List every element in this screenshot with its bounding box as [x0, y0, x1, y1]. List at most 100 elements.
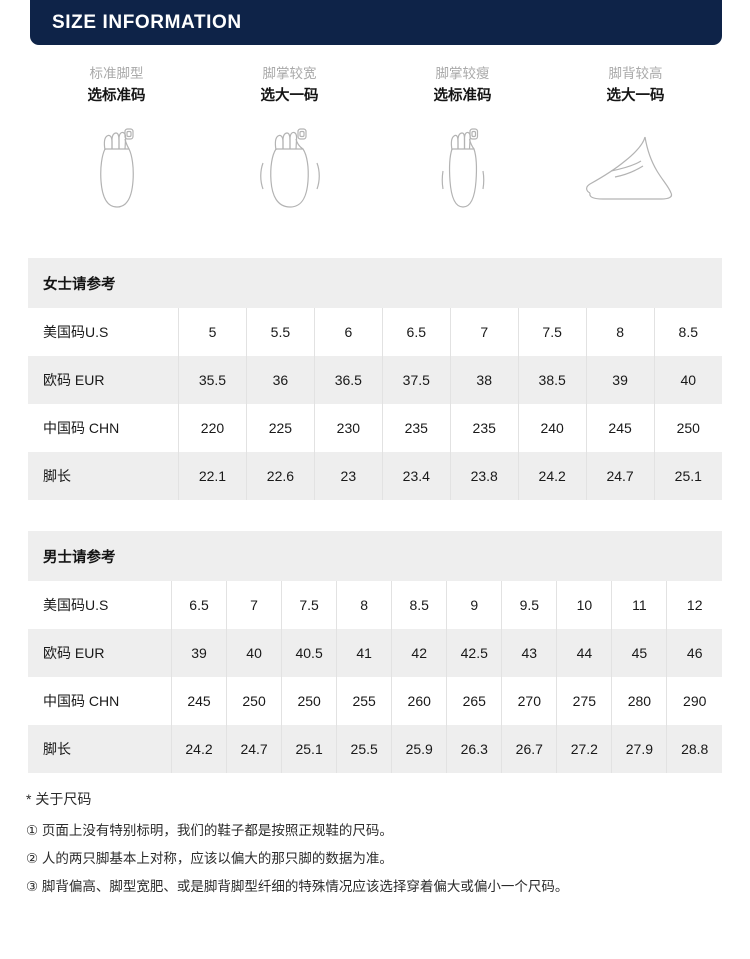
foot-type-sub-label: 脚掌较瘦: [435, 66, 490, 81]
cell: 7: [226, 581, 283, 629]
cell: 25.5: [336, 725, 393, 773]
cell: 25.1: [281, 725, 338, 773]
cell: 270: [501, 677, 558, 725]
foot-type-item: 脚背较高 选大一码: [549, 64, 722, 215]
cell: 11: [611, 581, 668, 629]
cell: 28.8: [666, 725, 722, 773]
cell: 43: [501, 629, 558, 677]
cell: 35.5: [178, 356, 247, 404]
cell: 23: [314, 452, 383, 500]
cell: 24.2: [518, 452, 587, 500]
cell: 23.4: [382, 452, 451, 500]
row-label-chn: 中国码 CHN: [28, 404, 179, 452]
cell: 40: [654, 356, 722, 404]
cell: 5: [178, 308, 247, 356]
cell: 250: [281, 677, 338, 725]
cell: 9: [446, 581, 503, 629]
cell: 6.5: [382, 308, 451, 356]
cell: 265: [446, 677, 503, 725]
cell: 250: [654, 404, 722, 452]
cell: 280: [611, 677, 668, 725]
cell: 25.9: [391, 725, 448, 773]
table-row: 中国码 CHN 220 225 230 235 235 240 245 250: [28, 404, 722, 452]
cell: 41: [336, 629, 393, 677]
foot-sole-standard-icon: [85, 119, 149, 215]
cell: 235: [382, 404, 451, 452]
cell: 10: [556, 581, 613, 629]
cell: 7: [450, 308, 519, 356]
foot-type-recommendation: 选标准码: [433, 88, 492, 104]
cell: 235: [450, 404, 519, 452]
cell: 36.5: [314, 356, 383, 404]
cell: 290: [666, 677, 722, 725]
cell: 6: [314, 308, 383, 356]
foot-type-recommendation: 选标准码: [87, 88, 146, 104]
cell: 24.7: [586, 452, 655, 500]
cell: 38: [450, 356, 519, 404]
cell: 8.5: [654, 308, 722, 356]
cell: 230: [314, 404, 383, 452]
row-label-eur: 欧码 EUR: [28, 629, 172, 677]
cell: 8: [586, 308, 655, 356]
cell: 245: [586, 404, 655, 452]
size-notes: * 关于尺码 ① 页面上没有特别标明，我们的鞋子都是按照正规鞋的尺码。 ② 人的…: [26, 786, 726, 901]
cell: 245: [171, 677, 228, 725]
cell: 250: [226, 677, 283, 725]
womens-size-table: 女士请参考 美国码U.S 5 5.5 6 6.5 7 7.5 8 8.5 欧码 …: [28, 258, 722, 500]
foot-type-item: 脚掌较宽 选大一码: [203, 64, 376, 215]
cell: 42.5: [446, 629, 503, 677]
cell: 42: [391, 629, 448, 677]
cell: 225: [246, 404, 315, 452]
table-row: 中国码 CHN 245 250 250 255 260 265 270 275 …: [28, 677, 722, 725]
cell: 26.3: [446, 725, 503, 773]
cell: 27.9: [611, 725, 668, 773]
cell: 12: [666, 581, 722, 629]
cell: 27.2: [556, 725, 613, 773]
row-label-foot-length: 脚长: [28, 452, 179, 500]
cell: 240: [518, 404, 587, 452]
foot-side-high-instep-icon: [581, 119, 691, 215]
row-label-us: 美国码U.S: [28, 308, 179, 356]
size-information-header-bar: SIZE INFORMATION: [30, 0, 722, 45]
cell: 5.5: [246, 308, 315, 356]
cell: 24.7: [226, 725, 283, 773]
cell: 37.5: [382, 356, 451, 404]
cell: 9.5: [501, 581, 558, 629]
row-label-chn: 中国码 CHN: [28, 677, 172, 725]
cell: 7.5: [518, 308, 587, 356]
table-row: 脚长 24.2 24.7 25.1 25.5 25.9 26.3 26.7 27…: [28, 725, 722, 773]
mens-table-body: 美国码U.S 6.5 7 7.5 8 8.5 9 9.5 10 11 12 欧码…: [28, 581, 722, 773]
cell: 23.8: [450, 452, 519, 500]
foot-type-sub-label: 脚背较高: [608, 66, 663, 81]
table-row: 欧码 EUR 35.5 36 36.5 37.5 38 38.5 39 40: [28, 356, 722, 404]
cell: 44: [556, 629, 613, 677]
row-label-us: 美国码U.S: [28, 581, 172, 629]
table-row: 脚长 22.1 22.6 23 23.4 23.8 24.2 24.7 25.1: [28, 452, 722, 500]
mens-table-caption: 男士请参考: [28, 531, 722, 581]
row-label-foot-length: 脚长: [28, 725, 172, 773]
foot-type-sub-label: 标准脚型: [89, 66, 144, 81]
notes-title: * 关于尺码: [26, 791, 92, 807]
cell: 39: [586, 356, 655, 404]
cell: 7.5: [281, 581, 338, 629]
foot-type-sub-label: 脚掌较宽: [262, 66, 317, 81]
cell: 275: [556, 677, 613, 725]
womens-table-caption: 女士请参考: [28, 258, 722, 308]
cell: 220: [178, 404, 247, 452]
mens-size-table: 男士请参考 美国码U.S 6.5 7 7.5 8 8.5 9 9.5 10 11…: [28, 531, 722, 773]
foot-type-recommendation: 选大一码: [606, 88, 665, 104]
cell: 36: [246, 356, 315, 404]
cell: 24.2: [171, 725, 228, 773]
cell: 38.5: [518, 356, 587, 404]
note-line-3: ③ 脚背偏高、脚型宽肥、或是脚背脚型纤细的特殊情况应该选择穿着偏大或偏小一个尺码…: [26, 879, 569, 894]
foot-type-item: 标准脚型 选标准码: [30, 64, 203, 215]
cell: 260: [391, 677, 448, 725]
cell: 46: [666, 629, 722, 677]
cell: 45: [611, 629, 668, 677]
cell: 25.1: [654, 452, 722, 500]
page-title: SIZE INFORMATION: [52, 11, 242, 33]
note-line-1: ① 页面上没有特别标明，我们的鞋子都是按照正规鞋的尺码。: [26, 823, 393, 838]
foot-sole-narrow-icon: [428, 119, 498, 215]
cell: 39: [171, 629, 228, 677]
table-row: 美国码U.S 5 5.5 6 6.5 7 7.5 8 8.5: [28, 308, 722, 356]
